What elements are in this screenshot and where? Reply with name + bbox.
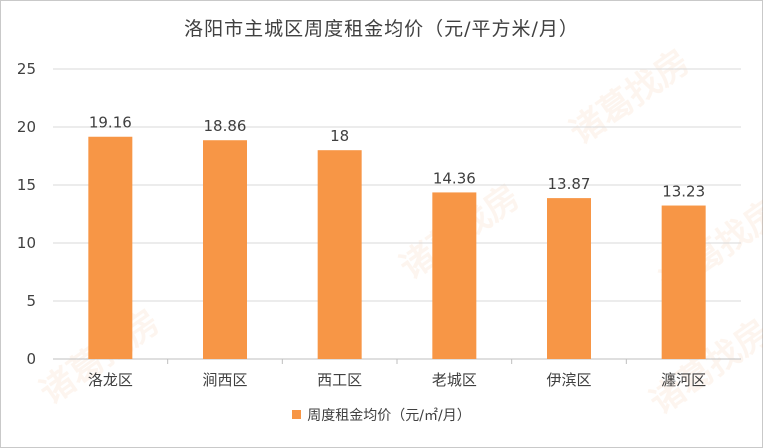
x-tick-label: 西工区 (317, 371, 362, 389)
x-tick-label: 老城区 (432, 371, 477, 389)
y-tick-label: 20 (17, 118, 36, 136)
y-tick-label: 5 (26, 292, 36, 310)
bar (547, 198, 591, 359)
value-label: 13.87 (548, 175, 591, 193)
x-axis: 洛龙区 涧西区 西工区 老城区 伊滨区 瀍河区 (88, 359, 706, 389)
value-label: 18 (330, 127, 349, 145)
x-tick-label: 涧西区 (202, 371, 247, 389)
value-label: 18.86 (204, 117, 247, 135)
bar (203, 140, 247, 359)
y-tick-label: 25 (17, 60, 36, 78)
y-tick-label: 15 (17, 176, 36, 194)
y-tick-label: 0 (26, 350, 36, 368)
bar (661, 205, 706, 359)
bar (88, 136, 133, 359)
y-tick-label: 10 (17, 234, 36, 252)
value-labels: 19.16 18.86 18 14.36 13.87 13.23 (89, 114, 705, 201)
value-label: 19.16 (89, 114, 132, 132)
bar (317, 150, 362, 359)
x-tick-label: 伊滨区 (546, 371, 591, 389)
y-axis: 0 5 10 15 20 25 (17, 60, 36, 368)
x-tick-label: 瀍河区 (661, 371, 706, 389)
gridlines (53, 68, 741, 360)
x-tick-label: 洛龙区 (88, 371, 133, 389)
value-label: 14.36 (433, 169, 476, 187)
legend-swatch (292, 410, 302, 419)
chart-title: 洛阳市主城区周度租金均价（元/平方米/月） (184, 18, 579, 40)
legend-label: 周度租金均价（元/㎡/月） (307, 408, 471, 424)
value-label: 13.23 (662, 183, 705, 201)
bars (88, 136, 706, 359)
legend: 周度租金均价（元/㎡/月） (0, 405, 763, 425)
bar (432, 192, 477, 359)
